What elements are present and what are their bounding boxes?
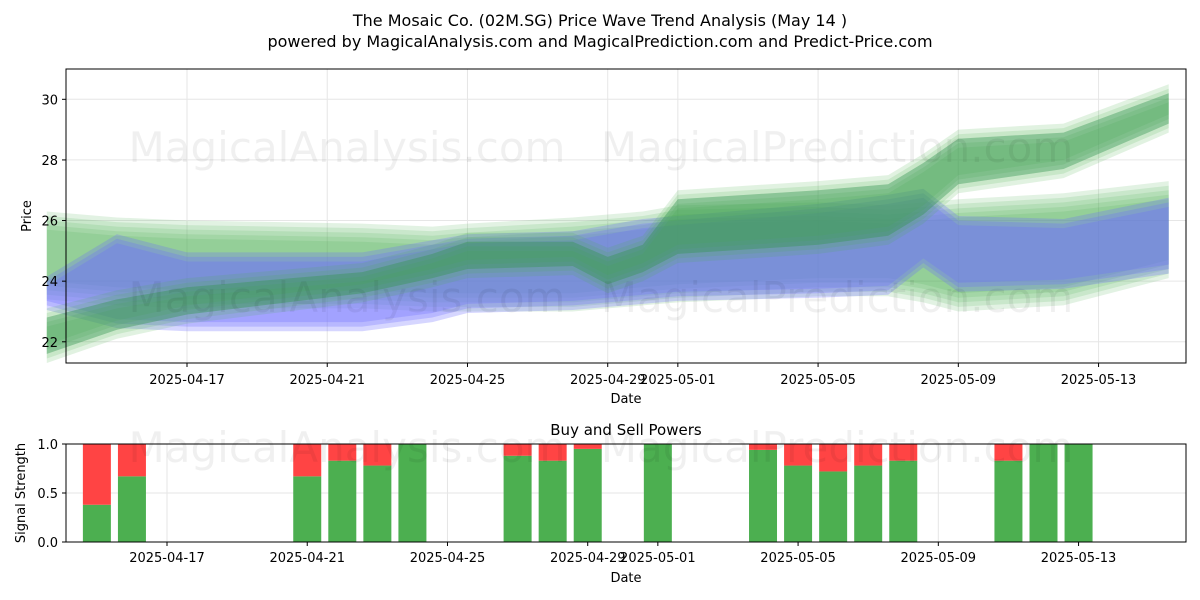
sell-bar	[293, 444, 322, 477]
buy-sell-x-tick-label: 2025-04-17	[129, 551, 205, 566]
sell-bar	[503, 444, 532, 456]
watermark-analysis-mid: MagicalAnalysis.com	[129, 273, 566, 322]
blue-band-layer-1	[46, 193, 1169, 327]
price-y-tick-label: 28	[41, 154, 58, 169]
price-x-tick-label: 2025-04-17	[149, 373, 225, 388]
buy-sell-y-tick-label: 0.5	[37, 487, 58, 502]
price-chart-xlabel: Date	[610, 392, 641, 407]
sell-bar	[784, 444, 813, 466]
wide-band-layer-3	[46, 185, 1169, 298]
price-y-tick-label: 24	[41, 275, 58, 290]
price-chart-y-ticks: 22 24 26 28 30	[41, 93, 66, 351]
sell-bar	[117, 444, 146, 477]
sell-bar	[749, 444, 778, 450]
trend-band-layer-0	[46, 102, 1169, 364]
wide-band-layer-4	[46, 181, 1169, 294]
buy-sell-x-tick-label: 2025-05-09	[901, 551, 977, 566]
price-x-tick-label: 2025-04-21	[289, 373, 365, 388]
buy-sell-x-ticks: 2025-04-17 2025-04-21 2025-04-25 2025-04-29…	[129, 542, 1116, 566]
wide-band-layer-0	[46, 199, 1169, 312]
buy-bar	[293, 476, 322, 542]
buy-bar	[1029, 444, 1058, 542]
buy-bar	[819, 471, 848, 542]
buy-sell-xlabel: Date	[610, 571, 641, 586]
buy-bar	[1064, 444, 1093, 542]
buy-bar	[328, 460, 357, 542]
buy-bar	[503, 455, 532, 542]
price-wave-chart: MagicalAnalysis.com MagicalPrediction.co…	[20, 68, 1187, 407]
price-chart-x-ticks: 2025-04-17 2025-04-21 2025-04-25 2025-04-29…	[149, 363, 1136, 388]
price-chart-bands	[46, 84, 1169, 364]
buy-sell-x-tick-label: 2025-05-01	[620, 551, 696, 566]
price-y-tick-label: 22	[41, 336, 58, 351]
buy-sell-ylabel: Signal Strength	[14, 443, 29, 543]
buy-bar	[994, 460, 1023, 542]
buy-bar	[363, 465, 392, 542]
buy-sell-title: Buy and Sell Powers	[550, 421, 702, 439]
chart-title-line1: The Mosaic Co. (02M.SG) Price Wave Trend…	[352, 11, 847, 30]
sell-bar	[328, 444, 357, 461]
buy-sell-x-tick-label: 2025-04-21	[269, 551, 345, 566]
sell-bar	[994, 444, 1023, 461]
chart-title-line2: powered by MagicalAnalysis.com and Magic…	[267, 32, 932, 51]
buy-sell-y-tick-label: 1.0	[37, 438, 58, 453]
sell-bar	[573, 444, 602, 449]
price-chart-ylabel: Price	[20, 200, 35, 232]
sell-bar	[819, 444, 848, 472]
wide-band-layer-1	[46, 194, 1169, 307]
buy-sell-x-tick-label: 2025-04-25	[410, 551, 486, 566]
buy-bar	[538, 460, 567, 542]
price-x-tick-label: 2025-05-01	[640, 373, 716, 388]
watermark-prediction-top: MagicalPrediction.com	[601, 123, 1074, 172]
price-chart-grid	[66, 69, 1186, 363]
trend-band-layer-2	[46, 93, 1169, 354]
buy-bar	[573, 448, 602, 542]
buy-sell-bars	[82, 444, 1093, 542]
price-chart-frame	[65, 68, 1187, 364]
buy-bar	[749, 449, 778, 542]
sell-bar	[854, 444, 883, 466]
price-y-tick-label: 26	[41, 215, 58, 230]
blue-band-layer-0	[46, 197, 1169, 332]
buy-bar	[784, 465, 813, 542]
price-x-tick-label: 2025-04-25	[430, 373, 506, 388]
buy-sell-y-ticks: 0.0 0.5 1.0	[37, 438, 66, 551]
sell-bar	[538, 444, 567, 461]
price-x-tick-label: 2025-05-09	[921, 373, 997, 388]
buy-sell-chart: Buy and Sell Powers MagicalAnalysis.com …	[14, 421, 1187, 586]
buy-bar	[398, 444, 427, 542]
price-x-tick-label: 2025-04-29	[570, 373, 646, 388]
watermark-prediction-bottom: MagicalPrediction.com	[601, 423, 1074, 472]
buy-bar	[117, 476, 146, 542]
buy-sell-x-tick-label: 2025-05-13	[1041, 551, 1117, 566]
watermark-prediction-mid: MagicalPrediction.com	[601, 273, 1074, 322]
trend-band-core	[46, 93, 1169, 354]
price-x-tick-label: 2025-05-13	[1061, 373, 1137, 388]
trend-band-layer-3	[46, 88, 1169, 350]
sell-bar	[363, 444, 392, 466]
buy-bar	[82, 504, 111, 542]
buy-bar	[889, 460, 918, 542]
buy-bar	[643, 444, 672, 542]
watermark-analysis-top: MagicalAnalysis.com	[129, 123, 566, 172]
blue-band-layer-2	[46, 188, 1169, 323]
trend-band-layer-1	[46, 97, 1169, 359]
sell-bar	[889, 444, 918, 461]
sell-bar	[82, 444, 111, 505]
trend-band-layer-4	[46, 84, 1169, 345]
price-y-tick-label: 30	[41, 93, 58, 108]
price-x-tick-label: 2025-05-05	[780, 373, 856, 388]
wide-band-layer-2	[46, 190, 1169, 303]
buy-sell-x-tick-label: 2025-05-05	[760, 551, 836, 566]
buy-sell-x-tick-label: 2025-04-29	[550, 551, 626, 566]
buy-sell-y-tick-label: 0.0	[37, 536, 58, 551]
buy-bar	[854, 465, 883, 542]
watermark-analysis-bottom: MagicalAnalysis.com	[129, 423, 566, 472]
